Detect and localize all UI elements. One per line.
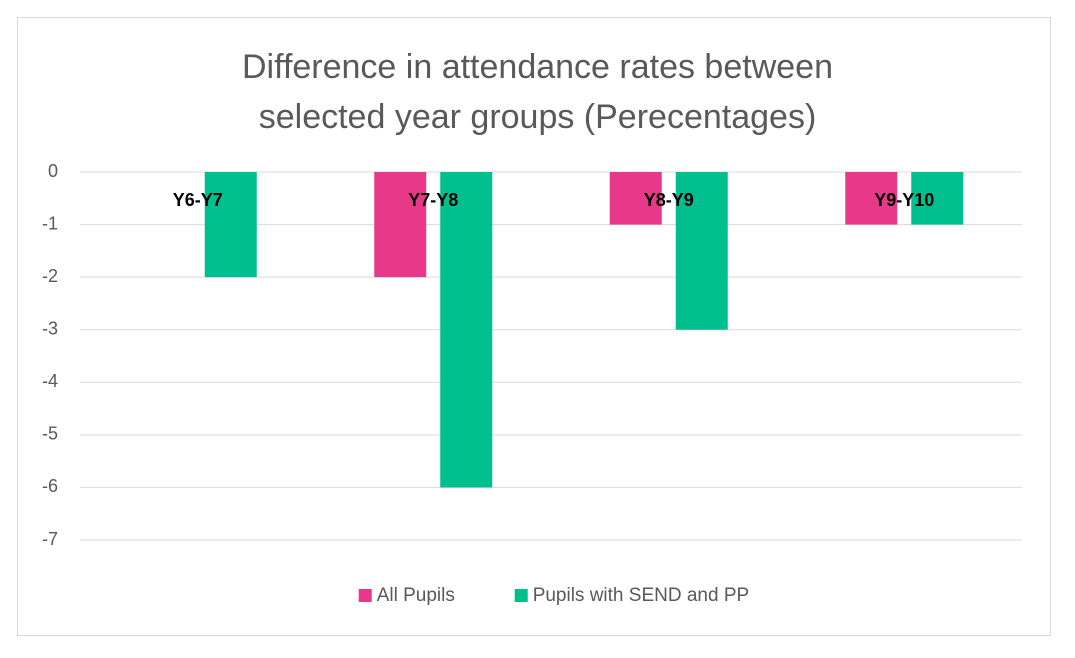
- bar: [911, 172, 964, 225]
- bar: [609, 172, 662, 225]
- bar: [374, 172, 427, 278]
- y-tick-label: -6: [42, 476, 58, 496]
- category-label: Y9-Y10: [874, 190, 934, 210]
- y-tick-label: -5: [42, 424, 58, 444]
- category-label: Y6-Y7: [173, 190, 223, 210]
- y-tick-label: -2: [42, 266, 58, 286]
- y-tick-label: -4: [42, 371, 58, 391]
- y-tick-label: -3: [42, 318, 58, 338]
- bar: [204, 172, 257, 278]
- legend-label: All Pupils: [377, 585, 455, 606]
- category-label: Y7-Y8: [408, 190, 458, 210]
- chart-frame: [17, 17, 1051, 636]
- bar: [675, 172, 728, 330]
- legend-swatch: [358, 589, 372, 602]
- chart-title: Difference in attendance rates between s…: [242, 48, 833, 136]
- bar: [845, 172, 898, 225]
- legend-swatch: [514, 589, 528, 602]
- y-tick-label: -7: [42, 529, 58, 549]
- category-label: Y8-Y9: [644, 190, 694, 210]
- legend-label: Pupils with SEND and PP: [533, 585, 750, 606]
- y-tick-label: 0: [48, 161, 58, 181]
- bar: [440, 172, 493, 488]
- y-tick-label: -1: [42, 213, 58, 233]
